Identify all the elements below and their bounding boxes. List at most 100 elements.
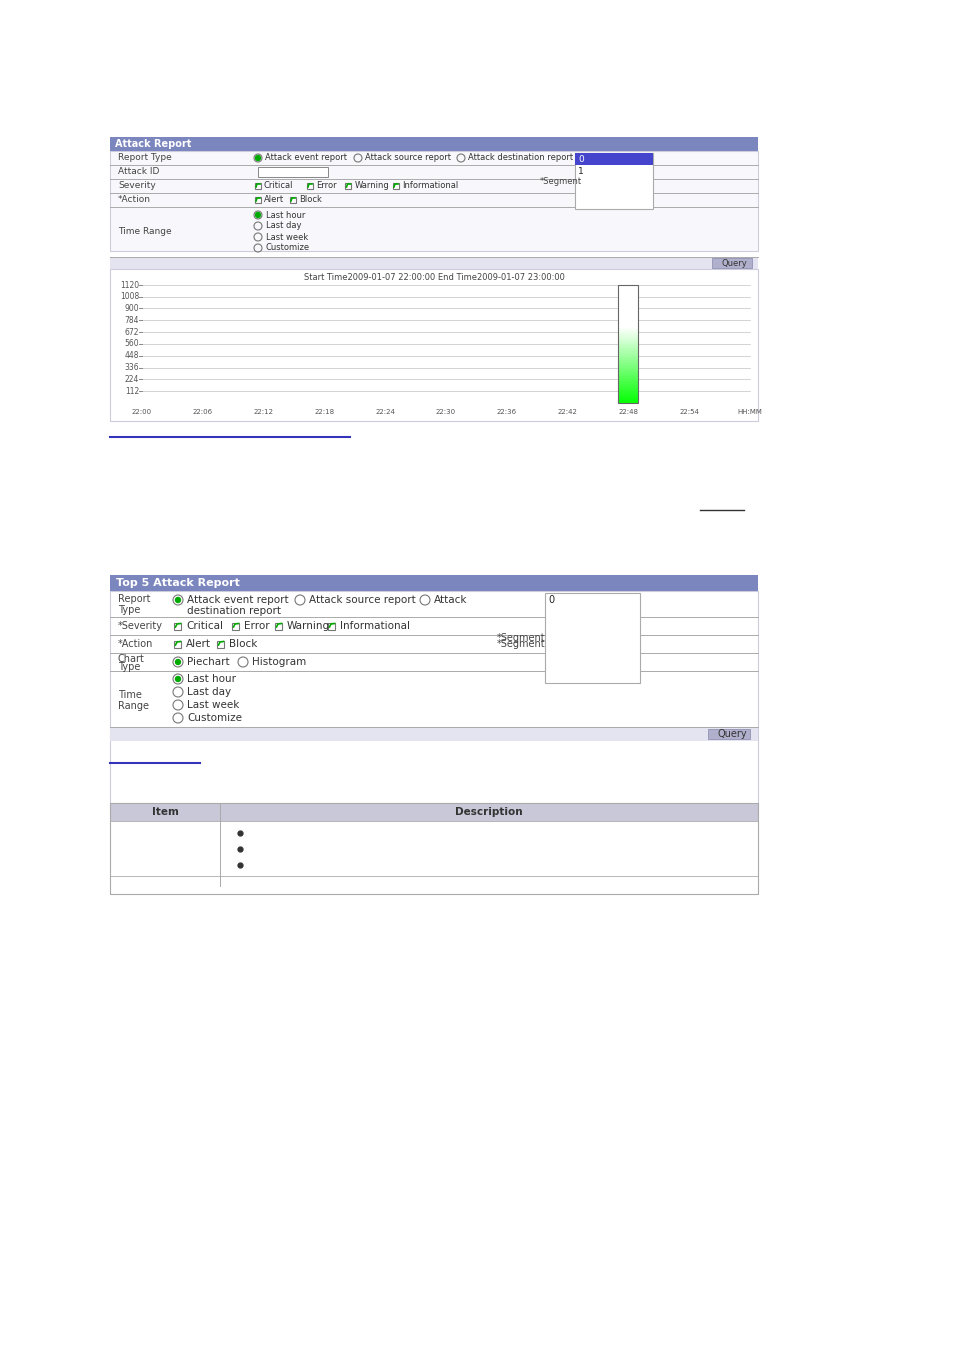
Text: Warning: Warning <box>355 181 389 190</box>
Bar <box>618 386 638 389</box>
Text: 22:12: 22:12 <box>253 409 274 414</box>
Bar <box>110 821 758 876</box>
Text: Severity: Severity <box>118 181 155 190</box>
Text: Time Range: Time Range <box>118 228 172 236</box>
Bar <box>110 803 758 894</box>
Bar <box>618 338 638 340</box>
Text: Query: Query <box>718 729 747 738</box>
Circle shape <box>255 155 260 161</box>
Text: 112: 112 <box>125 386 139 396</box>
Bar <box>618 350 638 351</box>
Text: Customize: Customize <box>266 243 310 252</box>
Bar <box>618 313 638 315</box>
Bar <box>618 296 638 297</box>
Bar <box>174 622 181 629</box>
Bar <box>110 876 758 894</box>
Bar <box>618 333 638 335</box>
Bar <box>618 382 638 383</box>
Text: *Segment: *Segment <box>539 177 581 185</box>
Bar <box>618 302 638 304</box>
Text: Start Time2009-01-07 22:00:00 End Time2009-01-07 23:00:00: Start Time2009-01-07 22:00:00 End Time20… <box>303 273 564 282</box>
Text: Customize: Customize <box>187 713 242 724</box>
Bar <box>618 305 638 308</box>
Bar <box>618 374 638 375</box>
Bar <box>618 397 638 398</box>
Bar <box>618 289 638 290</box>
Bar <box>618 293 638 294</box>
Text: Chart: Chart <box>118 653 145 664</box>
Bar <box>618 301 638 302</box>
Bar <box>618 359 638 360</box>
Bar <box>618 288 638 289</box>
Bar <box>345 184 351 189</box>
Bar <box>618 342 638 343</box>
Text: Piechart: Piechart <box>187 657 230 667</box>
Bar <box>618 324 638 325</box>
Bar <box>618 285 638 404</box>
Bar <box>110 591 758 806</box>
Bar <box>618 294 638 296</box>
Text: Attack event report: Attack event report <box>265 154 347 162</box>
Bar <box>618 316 638 317</box>
Bar <box>328 622 335 629</box>
Text: destination report: destination report <box>187 606 281 616</box>
Bar <box>110 575 758 591</box>
Text: Type: Type <box>118 662 140 672</box>
Text: 22:18: 22:18 <box>314 409 335 414</box>
Bar <box>618 304 638 305</box>
Bar <box>174 640 181 648</box>
Text: 900: 900 <box>124 304 139 313</box>
Text: Informational: Informational <box>401 181 457 190</box>
Bar <box>618 300 638 301</box>
Bar <box>711 258 751 269</box>
Bar <box>618 379 638 381</box>
Bar <box>618 285 638 286</box>
Bar <box>575 153 652 209</box>
Bar <box>618 328 638 329</box>
Bar <box>618 346 638 347</box>
Circle shape <box>255 212 260 217</box>
Bar <box>618 362 638 363</box>
Text: 22:24: 22:24 <box>375 409 395 414</box>
Text: 22:42: 22:42 <box>558 409 577 414</box>
Text: Type: Type <box>118 605 140 616</box>
Bar <box>618 331 638 332</box>
Text: Critical: Critical <box>186 621 223 630</box>
Text: *Segment: *Segment <box>497 639 545 649</box>
Text: Last week: Last week <box>187 701 239 710</box>
Text: Description: Description <box>455 807 522 817</box>
Bar <box>618 317 638 319</box>
Bar <box>618 377 638 378</box>
Text: Last day: Last day <box>266 221 301 231</box>
Bar <box>110 269 758 421</box>
Text: Attack: Attack <box>434 595 467 605</box>
Text: 224: 224 <box>125 375 139 383</box>
Text: Error: Error <box>315 181 336 190</box>
Bar <box>618 354 638 356</box>
Text: 672: 672 <box>125 328 139 336</box>
Bar <box>618 360 638 362</box>
Bar <box>618 366 638 367</box>
Bar <box>275 622 282 629</box>
Bar <box>618 352 638 354</box>
Bar <box>110 728 758 741</box>
Bar <box>618 348 638 350</box>
Text: Last day: Last day <box>187 687 231 697</box>
Text: Attack ID: Attack ID <box>118 167 159 177</box>
Text: 22:48: 22:48 <box>618 409 638 414</box>
Text: *Segment: *Segment <box>497 633 545 643</box>
Bar <box>618 332 638 333</box>
Text: 1: 1 <box>578 167 583 177</box>
Text: Attack event report: Attack event report <box>187 595 289 605</box>
Circle shape <box>175 660 180 664</box>
Bar <box>544 593 639 683</box>
Bar <box>618 392 638 393</box>
Bar <box>618 389 638 390</box>
Bar <box>257 167 328 177</box>
Text: Block: Block <box>298 196 321 204</box>
Bar <box>217 640 224 648</box>
Text: Attack destination report: Attack destination report <box>468 154 573 162</box>
Bar <box>254 197 261 202</box>
Text: 0: 0 <box>578 154 583 163</box>
Bar <box>110 151 758 251</box>
